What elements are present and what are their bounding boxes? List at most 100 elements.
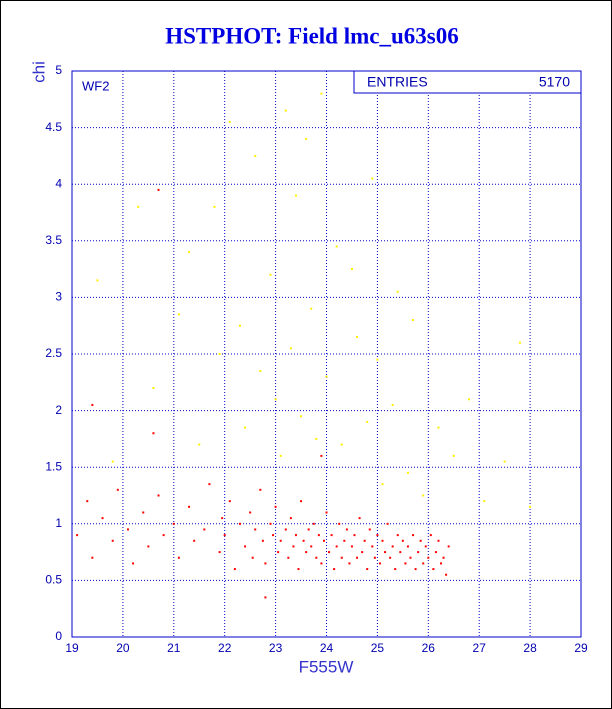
y-tick-label: 3.5 <box>45 233 62 247</box>
y-tick-label: 4 <box>55 176 62 190</box>
point <box>259 488 262 491</box>
point <box>452 454 455 457</box>
point <box>188 505 191 508</box>
point <box>305 137 308 140</box>
point <box>322 539 325 542</box>
point <box>363 539 366 542</box>
point <box>272 534 275 537</box>
point <box>315 556 318 559</box>
point <box>284 528 287 531</box>
point <box>126 528 129 531</box>
point <box>340 556 343 559</box>
point <box>287 556 290 559</box>
point <box>244 426 247 429</box>
point <box>254 154 257 157</box>
point <box>373 556 376 559</box>
point <box>371 545 374 548</box>
point <box>310 545 313 548</box>
point <box>249 511 252 514</box>
point <box>371 177 374 180</box>
point <box>157 494 160 497</box>
point <box>381 483 384 486</box>
point <box>294 534 297 537</box>
point <box>221 517 224 520</box>
stats-box <box>353 70 582 94</box>
y-tick-label: 2 <box>55 403 62 417</box>
point <box>440 562 443 565</box>
y-tick-label: 3 <box>55 290 62 304</box>
point <box>218 353 221 355</box>
x-tick-label: 24 <box>320 641 334 655</box>
x-tick-label: 22 <box>218 641 232 655</box>
point <box>483 500 486 503</box>
point <box>437 426 440 429</box>
y-tick-label: 4.5 <box>45 120 62 134</box>
point <box>259 369 262 372</box>
point <box>307 528 310 531</box>
point <box>422 562 425 565</box>
point <box>356 336 359 339</box>
point <box>412 319 415 322</box>
point <box>317 534 320 537</box>
point <box>503 460 506 463</box>
point <box>312 522 315 525</box>
point <box>264 562 267 565</box>
point <box>91 556 94 559</box>
point <box>434 551 437 554</box>
point <box>366 420 369 423</box>
point <box>401 539 404 542</box>
point <box>157 188 160 191</box>
point <box>284 109 287 112</box>
point <box>147 545 150 548</box>
point <box>343 539 346 542</box>
point <box>422 494 425 497</box>
point <box>289 517 292 520</box>
x-tick-label: 26 <box>422 641 436 655</box>
y-tick-label: 1.5 <box>45 459 62 473</box>
point <box>264 596 267 599</box>
y-axis-label: chi <box>29 61 48 83</box>
point <box>378 562 381 565</box>
point <box>320 454 323 457</box>
point <box>404 562 407 565</box>
point <box>345 528 348 531</box>
point <box>320 92 323 95</box>
x-tick-label: 27 <box>473 641 487 655</box>
point <box>142 511 145 514</box>
point <box>414 568 417 571</box>
point <box>376 358 379 361</box>
stats-label: ENTRIES <box>367 74 428 90</box>
point <box>396 534 399 537</box>
point <box>368 528 371 531</box>
point <box>177 556 180 559</box>
point <box>238 324 241 327</box>
point <box>376 534 379 537</box>
point <box>213 205 216 208</box>
point <box>289 347 292 350</box>
point <box>419 539 422 542</box>
point <box>305 551 308 554</box>
point <box>328 551 331 554</box>
point <box>228 120 231 123</box>
point <box>391 545 394 548</box>
point <box>244 545 247 548</box>
plot-frame <box>71 70 582 638</box>
point <box>381 539 384 542</box>
point <box>338 522 341 525</box>
point <box>353 534 356 537</box>
point <box>101 517 104 520</box>
point <box>116 488 119 491</box>
point <box>238 522 241 525</box>
point <box>277 551 280 554</box>
point <box>518 341 521 344</box>
y-tick-label: 0 <box>55 629 62 643</box>
point <box>223 534 226 537</box>
point <box>391 403 394 406</box>
point <box>386 522 389 525</box>
point <box>91 403 94 406</box>
point <box>468 398 471 401</box>
point <box>406 471 409 474</box>
point <box>254 528 257 531</box>
point <box>300 500 303 503</box>
